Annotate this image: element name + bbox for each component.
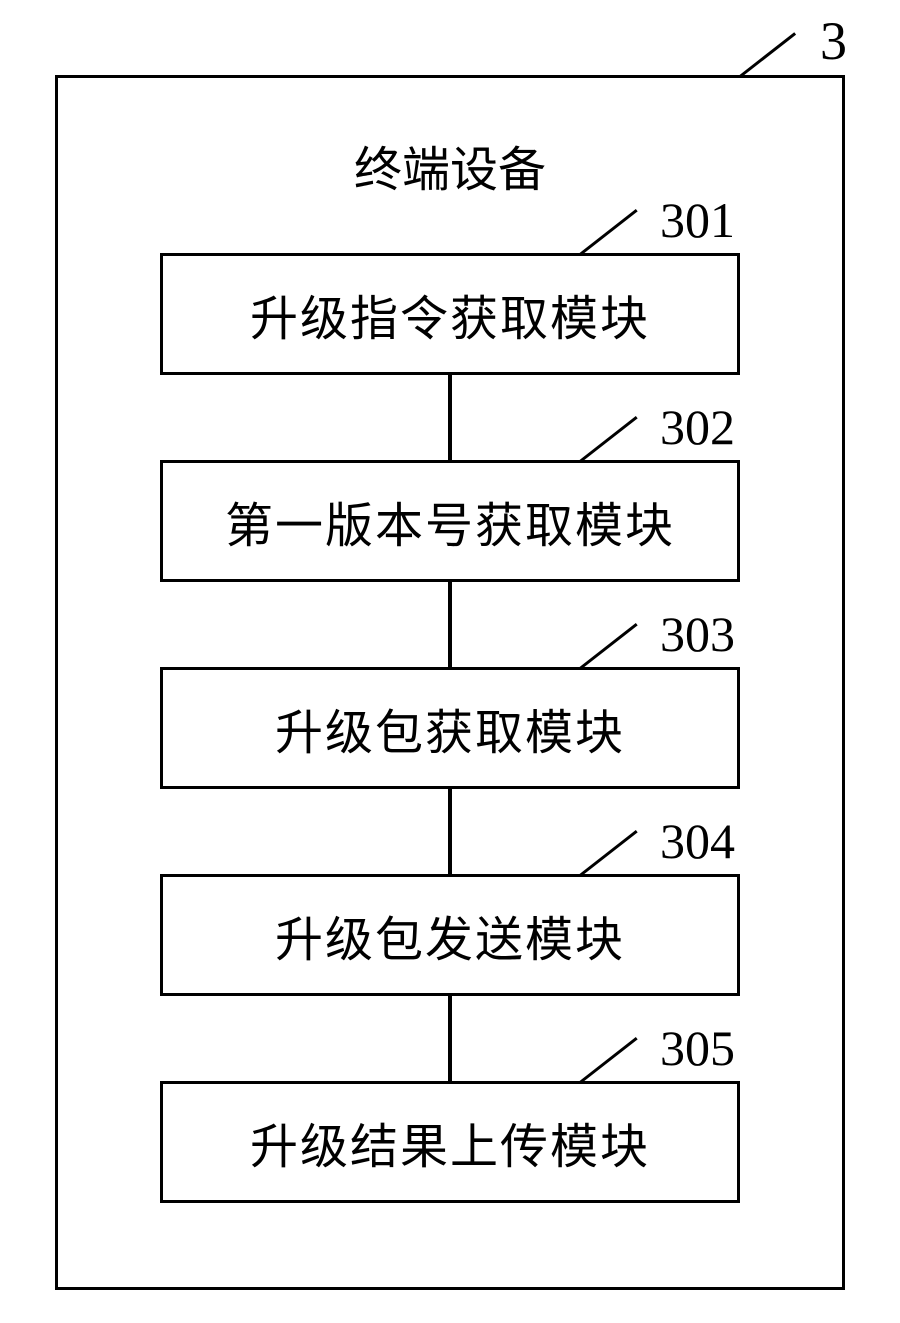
- outer-ref-tick: [739, 32, 796, 77]
- module-ref-301: 301: [660, 191, 735, 249]
- module-label: 第一版本号获取模块: [225, 486, 675, 556]
- module-label: 升级包发送模块: [275, 900, 625, 970]
- module-box-303: 升级包获取模块: [160, 667, 740, 789]
- module-box-305: 升级结果上传模块: [160, 1081, 740, 1203]
- module-ref-304: 304: [660, 812, 735, 870]
- outer-title: 终端设备: [55, 130, 845, 200]
- connector-301-302: [448, 375, 452, 460]
- connector-302-303: [448, 582, 452, 667]
- outer-ref-label: 3: [820, 10, 847, 72]
- connector-303-304: [448, 789, 452, 874]
- module-ref-302: 302: [660, 398, 735, 456]
- module-label: 升级指令获取模块: [250, 279, 650, 349]
- module-box-304: 升级包发送模块: [160, 874, 740, 996]
- module-label: 升级包获取模块: [275, 693, 625, 763]
- module-ref-305: 305: [660, 1019, 735, 1077]
- module-ref-303: 303: [660, 605, 735, 663]
- module-box-301: 升级指令获取模块: [160, 253, 740, 375]
- module-box-302: 第一版本号获取模块: [160, 460, 740, 582]
- module-label: 升级结果上传模块: [250, 1107, 650, 1177]
- diagram-canvas: 终端设备 3 升级指令获取模块301 第一版本号获取模块 302 升级包获取模块 303…: [0, 0, 900, 1323]
- connector-304-305: [448, 996, 452, 1081]
